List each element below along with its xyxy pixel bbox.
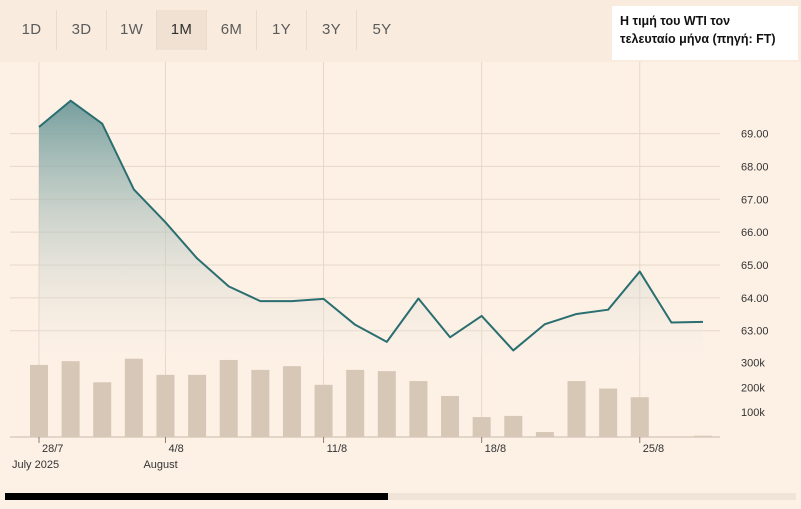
- x-tick-label: 11/8: [327, 443, 348, 455]
- tab-3y[interactable]: 3Y: [307, 10, 357, 50]
- price-tick-label: 66.00: [741, 227, 769, 239]
- volume-tick-label: 200k: [741, 382, 765, 394]
- tab-3d[interactable]: 3D: [57, 10, 107, 50]
- price-tick-label: 67.00: [741, 194, 769, 206]
- volume-bar: [188, 374, 207, 437]
- volume-tick-label: 100k: [741, 407, 765, 419]
- volume-bar: [599, 388, 618, 437]
- x-tick-label: 25/8: [643, 443, 664, 455]
- x-tick-label: 18/8: [485, 443, 506, 455]
- price-tick-label: 65.00: [741, 260, 769, 272]
- x-tick-sublabel: August: [143, 459, 177, 471]
- volume-bar: [377, 371, 396, 437]
- volume-bar: [156, 374, 175, 437]
- tab-1y[interactable]: 1Y: [257, 10, 307, 50]
- volume-bar: [124, 358, 143, 437]
- volume-bar: [251, 369, 270, 437]
- volume-bar: [694, 435, 712, 437]
- x-tick-label: 4/8: [168, 443, 183, 455]
- price-line: [38, 99, 704, 352]
- tab-1w[interactable]: 1W: [107, 10, 157, 50]
- volume-tick-label: 300k: [741, 357, 765, 369]
- price-tick-label: 64.00: [741, 293, 769, 305]
- scroll-track[interactable]: [388, 493, 796, 500]
- caption-box: Η τιμή του WTI τον τελευταίο μήνα (πηγή:…: [612, 6, 798, 60]
- volume-bar: [535, 432, 554, 437]
- volume-bar: [30, 364, 48, 437]
- volume-bar: [314, 384, 333, 437]
- price-tick-label: 63.00: [741, 326, 769, 338]
- tab-1m[interactable]: 1M: [157, 10, 207, 50]
- caption-line-1: Η τιμή του WTI τον: [620, 14, 731, 28]
- price-tick-label: 69.00: [741, 129, 769, 141]
- x-tick-sublabel: July 2025: [12, 459, 59, 471]
- volume-bar: [567, 381, 586, 437]
- range-tabs: 1D 3D 1W 1M 6M 1Y 3Y 5Y: [7, 10, 407, 50]
- x-tick-label: 28/7: [42, 443, 63, 455]
- volume-bar: [61, 361, 80, 437]
- volume-bar: [282, 366, 301, 437]
- tab-5y[interactable]: 5Y: [372, 21, 392, 38]
- tab-6m[interactable]: 6M: [207, 10, 257, 50]
- volume-bar: [472, 417, 491, 437]
- volume-bar: [504, 415, 523, 437]
- tab-1d[interactable]: 1D: [7, 10, 57, 50]
- volume-bar: [441, 395, 460, 437]
- price-tick-label: 68.00: [741, 161, 769, 173]
- caption-line-2: τελευταίο μήνα (πηγή: FT): [620, 32, 776, 46]
- volume-bar: [346, 369, 365, 437]
- volume-bar: [219, 359, 238, 437]
- volume-bar: [409, 381, 428, 437]
- volume-bar: [630, 397, 649, 437]
- volume-bar: [93, 382, 112, 437]
- scroll-track-filled[interactable]: [5, 493, 388, 500]
- price-area: [39, 100, 703, 357]
